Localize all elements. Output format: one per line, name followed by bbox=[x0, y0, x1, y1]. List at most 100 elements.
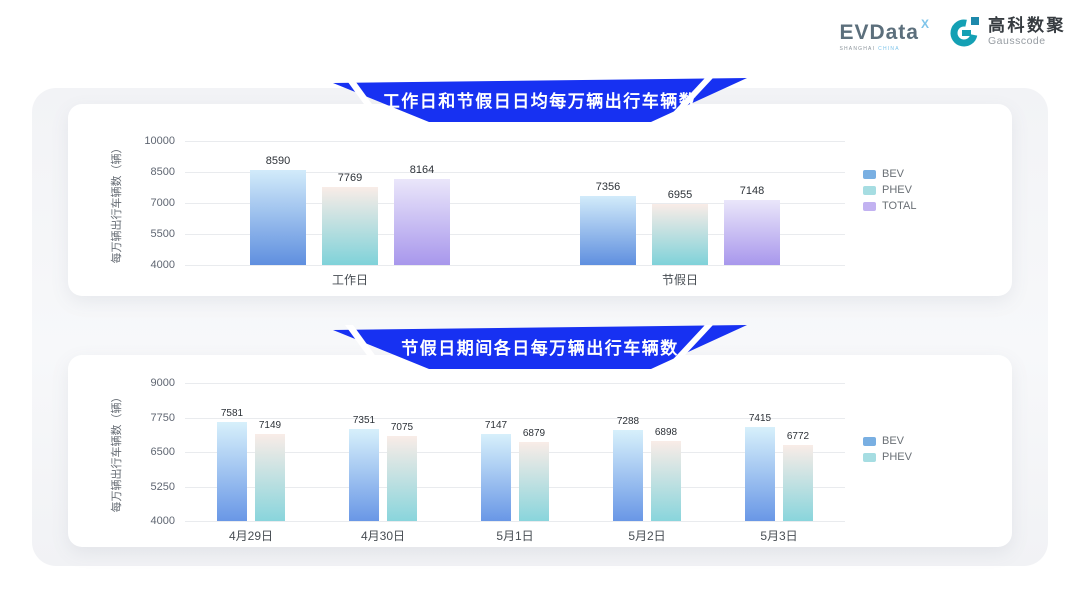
bar-phev[interactable] bbox=[519, 441, 549, 521]
evdata-logo-text: EVData bbox=[839, 21, 919, 44]
x-axis-category-label: 4月29日 bbox=[228, 529, 274, 543]
y-axis-tick-label: 6500 bbox=[150, 446, 175, 458]
legend-swatch bbox=[863, 201, 876, 211]
bar-group: 8590 7769 8164 工作日 bbox=[185, 141, 515, 287]
bar-slot: 7147 bbox=[481, 383, 511, 521]
plot-area: 9000 7750 6500 5250 4000 7581 7149 4月29日 7351 707… bbox=[151, 377, 845, 543]
evdata-tagline-left: SHANGHAI bbox=[839, 46, 876, 52]
evdata-logo: EVData X SHANGHAI CHINA bbox=[839, 16, 929, 52]
chart1-card: 每万辆出行车辆数（辆） 10000 8500 7000 5500 4000 8590 776… bbox=[68, 104, 1012, 296]
header-logos: EVData X SHANGHAI CHINA 高科数聚 Gausscode bbox=[839, 16, 1066, 52]
bar-phev[interactable] bbox=[322, 187, 378, 265]
y-axis-tick-label: 4000 bbox=[150, 515, 175, 527]
legend-item-total[interactable]: TOTAL bbox=[863, 200, 916, 212]
bar-slot: 6879 bbox=[519, 383, 549, 521]
x-axis-category-label: 节假日 bbox=[661, 273, 698, 287]
bar-value-label: 6772 bbox=[786, 430, 810, 442]
x-axis-category-label: 4月30日 bbox=[360, 529, 406, 543]
legend-item-bev[interactable]: BEV bbox=[863, 435, 912, 447]
bar-group: 7415 6772 5月3日 bbox=[713, 383, 845, 543]
x-axis-category-label: 5月2日 bbox=[628, 529, 666, 543]
bar-value-label: 7149 bbox=[258, 420, 282, 432]
legend-item-bev[interactable]: BEV bbox=[863, 168, 916, 180]
gausscode-en-text: Gausscode bbox=[988, 34, 1046, 47]
bar-bev[interactable] bbox=[613, 430, 643, 521]
bar-row: 7415 6772 bbox=[713, 383, 845, 521]
bar-slot: 7288 bbox=[613, 383, 643, 521]
bar-bev[interactable] bbox=[481, 434, 511, 521]
y-axis-tick-label: 5500 bbox=[150, 228, 175, 240]
x-axis-category-label: 5月1日 bbox=[496, 529, 534, 543]
legend-label: PHEV bbox=[882, 451, 912, 463]
bar-value-label: 7148 bbox=[739, 184, 765, 197]
bar-bev[interactable] bbox=[349, 428, 379, 521]
y-axis-tick-label: 7750 bbox=[150, 411, 175, 424]
bar-groups: 8590 7769 8164 工作日 7356 6955 7148 节假日 bbox=[185, 141, 845, 287]
bar-value-label: 7075 bbox=[390, 422, 414, 434]
bar-phev[interactable] bbox=[255, 434, 285, 521]
bar-slot: 6955 bbox=[652, 141, 708, 265]
bar-chart-daily-average: 每万辆出行车辆数（辆） 10000 8500 7000 5500 4000 8590 776… bbox=[68, 104, 1012, 296]
bar-bev[interactable] bbox=[745, 426, 775, 521]
bar-slot: 7356 bbox=[580, 141, 636, 265]
bar-bev[interactable] bbox=[250, 170, 306, 265]
banner-ribbon-icon bbox=[333, 325, 747, 369]
legend-item-phev[interactable]: PHEV bbox=[863, 184, 916, 196]
bar-bev[interactable] bbox=[217, 422, 247, 521]
legend: BEV PHEV TOTAL bbox=[863, 168, 916, 212]
chart2-title-banner: 节假日期间各日每万辆出行车辆数 bbox=[333, 325, 747, 369]
chart1-title-banner: 工作日和节假日日均每万辆出行车辆数 bbox=[333, 78, 747, 122]
bar-bev[interactable] bbox=[580, 195, 636, 265]
y-axis-tick-label: 5250 bbox=[150, 480, 175, 493]
bar-groups: 7581 7149 4月29日 7351 7075 4月30日 7147 6879 5月1日 72… bbox=[185, 383, 845, 543]
bar-slot: 7075 bbox=[387, 383, 417, 521]
gridline bbox=[185, 265, 845, 266]
x-axis-category-label: 工作日 bbox=[331, 273, 368, 287]
bar-group: 7356 6955 7148 节假日 bbox=[515, 141, 845, 287]
bar-slot: 7149 bbox=[255, 383, 285, 521]
chart1-title: 工作日和节假日日均每万辆出行车辆数 bbox=[382, 91, 698, 111]
bar-phev[interactable] bbox=[652, 203, 708, 265]
legend-item-phev[interactable]: PHEV bbox=[863, 451, 912, 463]
bar-value-label: 7415 bbox=[748, 412, 772, 424]
bar-slot: 8164 bbox=[394, 141, 450, 265]
bar-row: 7351 7075 bbox=[317, 383, 449, 521]
legend-swatch bbox=[863, 169, 876, 179]
bar-phev[interactable] bbox=[651, 441, 681, 521]
bar-group: 7351 7075 4月30日 bbox=[317, 383, 449, 543]
y-axis-tick-label: 8500 bbox=[150, 166, 175, 178]
legend-swatch bbox=[863, 436, 876, 446]
bar-slot: 6898 bbox=[651, 383, 681, 521]
gridline bbox=[185, 486, 845, 488]
bar-chart-holiday-daily: 每万辆出行车辆数（辆） 9000 7750 6500 5250 4000 7581 7149… bbox=[68, 355, 1012, 547]
bar-row: 7581 7149 bbox=[185, 383, 317, 521]
bar-row: 7288 6898 bbox=[581, 383, 713, 521]
charts-panel: 工作日和节假日日均每万辆出行车辆数 每万辆出行车辆数（辆） 10000 8500 7… bbox=[32, 78, 1048, 566]
evdata-tagline: SHANGHAI CHINA bbox=[839, 46, 899, 52]
bar-phev[interactable] bbox=[783, 444, 813, 521]
plot-area: 10000 8500 7000 5500 4000 8590 7769 8164 工作日 7356… bbox=[144, 135, 845, 287]
bar-value-label: 6898 bbox=[654, 427, 678, 439]
bar-slot: 7769 bbox=[322, 141, 378, 265]
legend-label: BEV bbox=[882, 168, 905, 180]
legend-label: PHEV bbox=[882, 184, 912, 196]
bar-row: 7356 6955 7148 bbox=[515, 141, 845, 265]
bar-phev[interactable] bbox=[387, 436, 417, 521]
bar-total[interactable] bbox=[724, 199, 780, 265]
y-axis-title: 每万辆出行车辆数（辆） bbox=[111, 391, 123, 513]
bar-value-label: 8590 bbox=[265, 155, 291, 168]
chart2-title: 节假日期间各日每万辆出行车辆数 bbox=[401, 338, 679, 358]
gridline bbox=[185, 141, 845, 142]
bar-value-label: 8164 bbox=[409, 163, 435, 176]
bar-slot: 7351 bbox=[349, 383, 379, 521]
gausscode-icon bbox=[950, 17, 979, 47]
bar-row: 7147 6879 bbox=[449, 383, 581, 521]
bar-value-label: 7581 bbox=[220, 408, 244, 420]
banner-ribbon-icon bbox=[333, 78, 747, 122]
bar-total[interactable] bbox=[394, 178, 450, 265]
gridline bbox=[185, 417, 845, 419]
y-axis-tick-label: 7000 bbox=[150, 197, 175, 209]
bar-value-label: 6955 bbox=[667, 188, 693, 201]
bar-group: 7147 6879 5月1日 bbox=[449, 383, 581, 543]
